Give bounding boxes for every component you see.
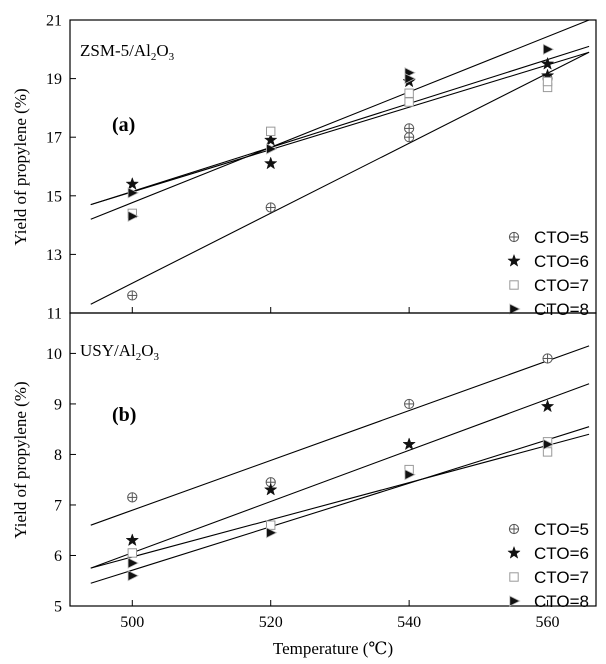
fit-lines-b: [90, 345, 590, 584]
fit-line-a-series-0: [90, 51, 590, 305]
point-a-series-1-0: [125, 176, 140, 190]
panel-label-b: (b): [112, 404, 136, 426]
y-tick-label-a-13: 13: [46, 247, 62, 264]
legend-label-a-3: CTO=8: [534, 300, 589, 319]
legend-label-a-0: CTO=5: [534, 228, 589, 247]
point-b-series-3-0: [127, 570, 139, 582]
legend-marker-a-0: [508, 231, 520, 243]
legend-a: CTO=5 CTO=6 CTO=7 CTO=8: [507, 228, 589, 319]
x-tick-label-520: 520: [259, 614, 283, 631]
panel-label-a: (a): [112, 114, 135, 136]
point-b-series-1-3: [540, 399, 555, 413]
y-tick-label-b-10: 10: [46, 346, 62, 363]
point-b-series-1-0: [125, 533, 140, 547]
point-a-series-3-2: [266, 143, 278, 155]
fit-line-a-series-2: [90, 51, 590, 206]
legend-label-a-2: CTO=7: [534, 276, 589, 295]
legend-label-b-1: CTO=6: [534, 544, 589, 563]
y-tick-label-a-11: 11: [47, 306, 62, 323]
data-points-b: [125, 353, 555, 582]
point-b-series-2-0: [127, 548, 137, 558]
point-a-series-2-1: [266, 126, 276, 137]
y-axis-label-a: Yield of propylene (%): [11, 88, 30, 245]
fit-line-a-series-3: [90, 45, 590, 206]
y-tick-label-a-21: 21: [46, 13, 62, 30]
fit-line-b-series-3: [90, 426, 590, 584]
point-a-series-1-1: [263, 156, 278, 170]
legend-marker-b-2: [509, 572, 519, 582]
plot-frame-a: [69, 19, 597, 314]
point-b-series-2-3: [542, 447, 553, 457]
legend-label-b-3: CTO=8: [534, 592, 589, 611]
y-tick-label-b-5: 5: [54, 599, 62, 616]
legend-label-b-2: CTO=7: [534, 568, 589, 587]
y-tick-label-b-6: 6: [54, 548, 62, 565]
point-a-series-3-4: [404, 72, 416, 85]
legend-marker-b-1: [507, 545, 521, 559]
legend-label-b-0: CTO=5: [534, 520, 589, 539]
point-b-series-0-3: [542, 353, 553, 364]
panel-title-a: ZSM-5/Al2O3: [80, 41, 175, 63]
y-tick-label-a-19: 19: [46, 71, 62, 88]
legend-label-a-1: CTO=6: [534, 252, 589, 271]
fit-line-b-series-0: [90, 345, 590, 526]
fit-lines-a: [90, 19, 590, 305]
fit-line-a-series-1: [90, 19, 590, 220]
legend-marker-a-1: [507, 253, 521, 267]
plot-frame-b: [69, 312, 597, 607]
point-a-series-1-4: [540, 56, 555, 70]
y-tick-label-b-8: 8: [54, 447, 62, 464]
point-a-series-0-2: [404, 132, 415, 143]
fit-line-b-series-2: [90, 433, 590, 569]
x-tick-label-540: 540: [397, 614, 421, 631]
x-tick-label-560: 560: [536, 614, 560, 631]
panel-b: 500 520 540 560 5 6 7 8 9 10 USY/Al2O3 (b) Yield…: [11, 312, 597, 658]
point-b-series-3-1: [127, 557, 139, 569]
y-tick-label-b-7: 7: [54, 497, 62, 514]
x-ticks-b: 500 520 540 560: [120, 600, 560, 631]
point-b-series-1-1: [263, 482, 278, 496]
point-a-series-2-5: [542, 76, 553, 87]
y-ticks-b: 5 6 7 8 9 10: [46, 346, 76, 616]
point-a-series-1-2: [263, 132, 278, 146]
legend-marker-a-2: [509, 280, 519, 290]
panel-a: 11 13 15 17 19 21 ZSM-5/Al2O3 (a) Yield of pr…: [11, 13, 597, 323]
x-axis-label: Temperature (℃): [273, 639, 393, 658]
point-b-series-2-1: [266, 520, 276, 530]
x-ticks-a: [131, 307, 549, 313]
x-tick-label-500: 500: [120, 614, 144, 631]
point-a-series-0-1: [265, 202, 276, 213]
y-axis-label-b: Yield of propylene (%): [11, 381, 30, 538]
point-a-series-0-0: [127, 290, 138, 301]
point-b-series-3-2: [266, 527, 278, 539]
point-a-series-3-5: [542, 43, 555, 55]
legend-marker-a-3: [509, 303, 521, 315]
legend-marker-b-3: [509, 595, 521, 607]
point-a-series-3-1: [127, 187, 139, 199]
data-points-a: [125, 43, 555, 301]
point-b-series-0-0: [127, 492, 138, 503]
point-b-series-3-4: [542, 438, 555, 450]
point-a-series-0-3: [404, 123, 415, 134]
panel-title-b: USY/Al2O3: [80, 341, 160, 363]
point-b-series-0-2: [404, 398, 415, 410]
y-ticks-a: 11 13 15 17 19 21: [46, 13, 76, 323]
fit-line-b-series-1: [90, 383, 590, 569]
point-a-series-3-0: [127, 210, 139, 222]
point-a-series-2-2: [404, 88, 414, 98]
point-b-series-3-3: [404, 469, 416, 481]
point-b-series-1-2: [402, 437, 416, 451]
y-tick-label-a-17: 17: [46, 130, 62, 147]
legend-marker-b-0: [508, 523, 520, 535]
legend-b: CTO=5 CTO=6 CTO=7 CTO=8: [507, 520, 589, 611]
y-tick-label-a-15: 15: [46, 188, 62, 205]
point-a-series-2-3: [404, 97, 414, 107]
y-tick-label-b-9: 9: [54, 396, 62, 413]
